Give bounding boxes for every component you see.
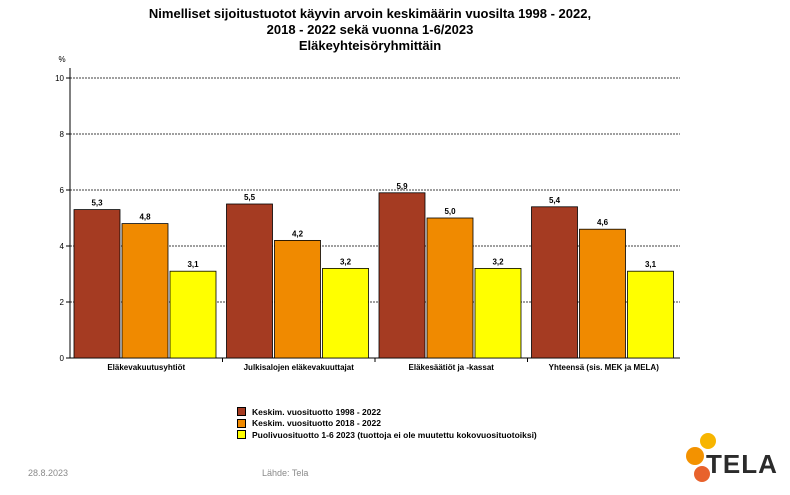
y-tick-label: 8 [60, 130, 65, 139]
data-label: 4,2 [292, 229, 304, 238]
logo-dot-middle [686, 447, 704, 465]
data-label: 5,9 [396, 182, 408, 191]
bar [73, 209, 121, 359]
x-tick-label: Julkisalojen eläkevakuuttajat [244, 363, 355, 372]
data-label: 5,5 [244, 193, 256, 202]
bar [121, 223, 169, 359]
bar [378, 192, 426, 359]
legend-label-series-3: Puolivuosituotto 1-6 2023 (tuottoja ei o… [252, 429, 537, 440]
bar-chart: % 0 2 4 6 8 10 5,3 4,8 3,1 Eläkevakuutusyhtiöt 5,5 4… [55, 55, 680, 372]
legend-item-series-3: Puolivuosituotto 1-6 2023 (tuottoja ei o… [237, 429, 537, 440]
legend-label-series-1: Keskim. vuosituotto 1998 - 2022 [252, 406, 381, 417]
logo-text: TELA [706, 449, 778, 479]
legend-swatch-series-1 [237, 407, 246, 416]
data-label: 5,0 [444, 207, 456, 216]
data-label: 5,3 [91, 199, 103, 208]
chart-title: Nimelliset sijoitustuotot käyvin arvoin … [60, 6, 680, 54]
bar [579, 228, 626, 359]
bar [322, 267, 369, 359]
legend-swatch-series-3 [237, 430, 246, 439]
bar [426, 217, 474, 359]
data-label: 3,2 [492, 257, 504, 266]
legend-item-series-2: Keskim. vuosituotto 2018 - 2022 [237, 418, 537, 429]
bar [627, 270, 674, 359]
bar [226, 203, 273, 359]
data-label: 3,1 [645, 260, 657, 269]
x-tick-label: Yhteensä (sis. MEK ja MELA) [549, 363, 660, 372]
bar [274, 239, 321, 359]
y-tick-label: 4 [60, 242, 65, 251]
x-tick-label: Eläkevakuutusyhtiöt [107, 363, 185, 372]
bar [531, 206, 578, 359]
footer-date: 28.8.2023 [28, 468, 69, 478]
data-label: 3,2 [340, 257, 352, 266]
title-line-3: Eläkeyhteisöryhmittäin [298, 38, 442, 53]
bar [169, 270, 217, 359]
title-line-2: 2018 - 2022 sekä vuonna 1-6/2023 [266, 22, 474, 37]
legend-label-series-2: Keskim. vuosituotto 2018 - 2022 [252, 418, 381, 428]
logo-dot-top [700, 433, 716, 449]
tela-logo-icon [686, 433, 716, 482]
data-label: 5,4 [549, 196, 561, 205]
legend-swatch-series-2 [237, 418, 246, 428]
y-axis-unit: % [58, 55, 65, 64]
data-label: 4,8 [139, 213, 151, 222]
y-tick-label: 2 [60, 298, 65, 307]
legend-item-series-1: Keskim. vuosituotto 1998 - 2022 [237, 406, 537, 417]
legend: Keskim. vuosituotto 1998 - 2022 Keskim. … [237, 406, 537, 441]
data-label: 4,6 [597, 218, 609, 227]
data-label: 3,1 [187, 260, 199, 269]
logo-dot-bottom [694, 466, 710, 482]
y-tick-label: 10 [55, 74, 64, 83]
title-line-1: Nimelliset sijoitustuotot käyvin arvoin … [148, 6, 592, 21]
footer-source: Lähde: Tela [262, 468, 309, 478]
x-tick-label: Eläkesäätiöt ja -kassat [409, 363, 495, 372]
y-tick-label: 0 [60, 354, 65, 363]
bar [474, 267, 522, 359]
y-tick-label: 6 [60, 186, 65, 195]
